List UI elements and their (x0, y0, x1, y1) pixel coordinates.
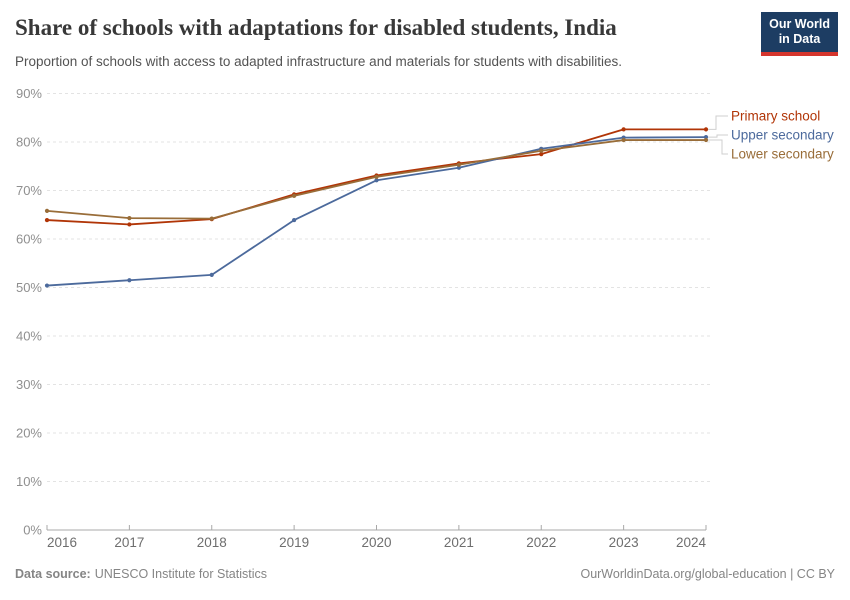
y-axis-tick-label: 50% (16, 280, 42, 295)
data-point-upper-secondary[interactable] (292, 217, 297, 223)
data-point-upper-secondary[interactable] (374, 178, 379, 183)
data-point-primary-school[interactable] (621, 127, 626, 132)
data-point-primary-school[interactable] (127, 222, 132, 227)
data-point-upper-secondary[interactable] (456, 165, 461, 170)
chart-footer: Data source: UNESCO Institute for Statist… (15, 567, 835, 581)
data-point-lower-secondary[interactable] (703, 137, 709, 143)
data-source-label: Data source: (15, 567, 91, 581)
data-point-upper-secondary[interactable] (703, 135, 709, 140)
legend-connector (708, 139, 728, 155)
data-source: Data source: UNESCO Institute for Statist… (15, 567, 267, 581)
series-line-upper-secondary[interactable] (46, 136, 707, 287)
data-point-primary-school[interactable] (539, 152, 544, 157)
legend-label-primary-school[interactable]: Primary school (731, 109, 820, 124)
y-axis-tick-label: 10% (16, 474, 42, 489)
y-axis-tick-label: 0% (23, 523, 42, 538)
data-point-upper-secondary[interactable] (44, 283, 50, 288)
x-axis-tick-label: 2020 (361, 535, 391, 550)
legend-label-upper-secondary[interactable]: Upper secondary (731, 128, 834, 143)
y-axis-tick-label: 90% (16, 86, 42, 101)
data-point-lower-secondary[interactable] (621, 137, 626, 143)
x-axis-tick-label: 2023 (609, 535, 639, 550)
y-axis-tick-label: 40% (16, 329, 42, 344)
data-point-upper-secondary[interactable] (127, 278, 132, 283)
chart-title: Share of schools with adaptations for di… (15, 15, 617, 40)
legend-label-lower-secondary[interactable]: Lower secondary (731, 147, 834, 162)
x-axis-tick-label: 2017 (114, 535, 144, 550)
y-axis-tick-label: 20% (16, 426, 42, 441)
owid-logo-line1: Our World (769, 17, 830, 31)
owid-logo[interactable]: Our World in Data (761, 12, 838, 56)
owid-logo-line2: in Data (778, 31, 821, 46)
x-axis-tick-label: 2018 (197, 535, 227, 550)
data-point-lower-secondary[interactable] (44, 208, 50, 213)
chart-canvas: 0% 10% 20% 30% 40% 50% 60% 70% 80% 90% 2016 2017 201… (16, 86, 834, 550)
x-axis-tick-label: 2021 (444, 535, 474, 550)
license-link[interactable]: OurWorldinData.org/global-education | CC… (580, 567, 835, 581)
x-axis-tick-label: 2022 (526, 535, 556, 550)
data-point-lower-secondary[interactable] (127, 216, 132, 221)
legend-connector (708, 134, 728, 138)
data-point-primary-school[interactable] (44, 217, 50, 223)
y-axis-tick-label: 70% (16, 183, 42, 198)
data-point-primary-school[interactable] (703, 127, 709, 132)
legend-connector (708, 115, 728, 130)
data-point-lower-secondary[interactable] (209, 216, 214, 221)
data-source-value: UNESCO Institute for Statistics (94, 567, 268, 581)
chart-subtitle: Proportion of schools with access to ada… (15, 54, 623, 69)
data-point-lower-secondary[interactable] (374, 174, 379, 180)
data-point-lower-secondary[interactable] (456, 162, 461, 167)
data-point-lower-secondary[interactable] (539, 148, 544, 153)
data-point-upper-secondary[interactable] (209, 272, 214, 277)
y-axis-tick-label: 30% (16, 377, 42, 392)
y-axis-tick-label: 60% (16, 232, 42, 247)
data-point-lower-secondary[interactable] (292, 193, 297, 198)
x-axis-tick-label: 2016 (47, 535, 77, 550)
x-axis-tick-label: 2024 (676, 535, 707, 550)
x-axis-tick-label: 2019 (279, 535, 309, 550)
y-axis-tick-label: 80% (16, 135, 42, 150)
